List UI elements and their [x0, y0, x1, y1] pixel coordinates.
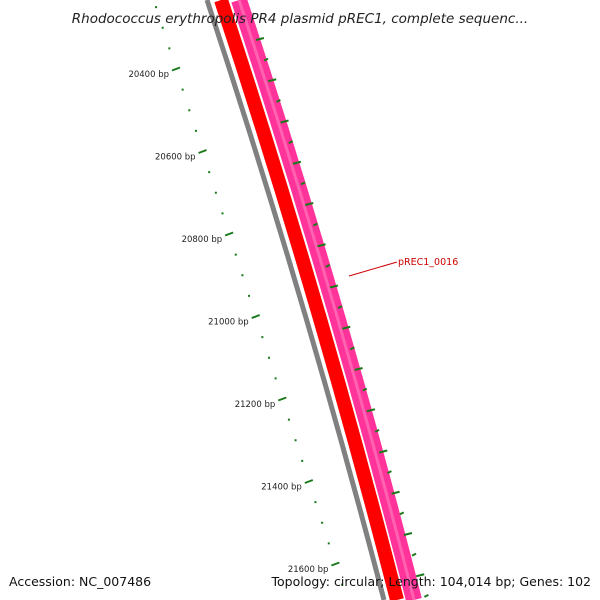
outer-tick	[325, 263, 331, 268]
major-tick	[224, 231, 234, 237]
tick-label: 21000 bp	[208, 318, 249, 328]
outer-tick	[255, 37, 265, 41]
major-tick	[251, 314, 261, 319]
outer-tick	[399, 511, 405, 516]
major-tick	[277, 396, 287, 402]
backbone-track	[204, 0, 387, 600]
outer-tick	[354, 367, 363, 371]
outer-tick	[403, 532, 413, 536]
topology-summary: Topology: circular; Length: 104,014 bp; …	[271, 574, 592, 589]
outer-tick	[267, 78, 277, 83]
outer-tick	[300, 181, 306, 186]
tick-label: 20600 bp	[155, 153, 196, 163]
tick-label: 20400 bp	[128, 70, 169, 80]
major-tick	[171, 66, 181, 72]
outer-tick	[317, 243, 326, 248]
outer-tick	[280, 119, 289, 124]
gene-label[interactable]: pREC1_0016	[398, 257, 458, 268]
ruler-minor-ticks	[155, 6, 344, 586]
tick-label: 21600 bp	[288, 565, 329, 575]
outer-tick	[263, 57, 269, 62]
tracks	[204, 0, 422, 600]
outer-minor-ticks	[255, 37, 429, 598]
tick-label: 20800 bp	[182, 235, 223, 245]
cds-track-forward	[214, 0, 404, 600]
outer-tick	[292, 160, 302, 165]
outer-tick	[374, 428, 380, 433]
ruler-major-ticks: 20400 bp 20600 bp 20800 bp 21000 bp 21200 bp…	[128, 66, 340, 575]
major-tick	[304, 479, 314, 484]
outer-tick	[366, 408, 376, 413]
outer-tick	[304, 202, 314, 206]
outer-tick	[423, 593, 429, 598]
accession-text: Accession: NC_007486	[9, 574, 151, 589]
gene-callout-line	[348, 261, 398, 277]
outer-tick	[275, 98, 281, 103]
outer-tick	[341, 325, 351, 330]
gene-callout[interactable]: pREC1_0016	[348, 257, 458, 277]
outer-tick	[415, 573, 425, 578]
outer-tick	[337, 305, 343, 310]
outer-tick	[362, 387, 368, 392]
outer-tick	[288, 140, 294, 145]
outer-tick	[312, 222, 318, 227]
major-tick	[331, 561, 340, 567]
tick-label: 21200 bp	[235, 400, 276, 410]
tick-label: 21400 bp	[261, 483, 302, 493]
outer-tick	[349, 346, 355, 351]
outer-tick	[378, 449, 388, 454]
outer-tick	[329, 284, 339, 289]
outer-tick	[386, 470, 392, 475]
map-title: Rhodococcus erythropolis PR4 plasmid pRE…	[72, 11, 528, 27]
outer-tick	[391, 490, 400, 495]
gene-track-highlight	[237, 0, 416, 600]
outer-tick	[411, 552, 417, 557]
major-tick	[198, 149, 207, 154]
gene-track-outer[interactable]	[231, 0, 422, 600]
